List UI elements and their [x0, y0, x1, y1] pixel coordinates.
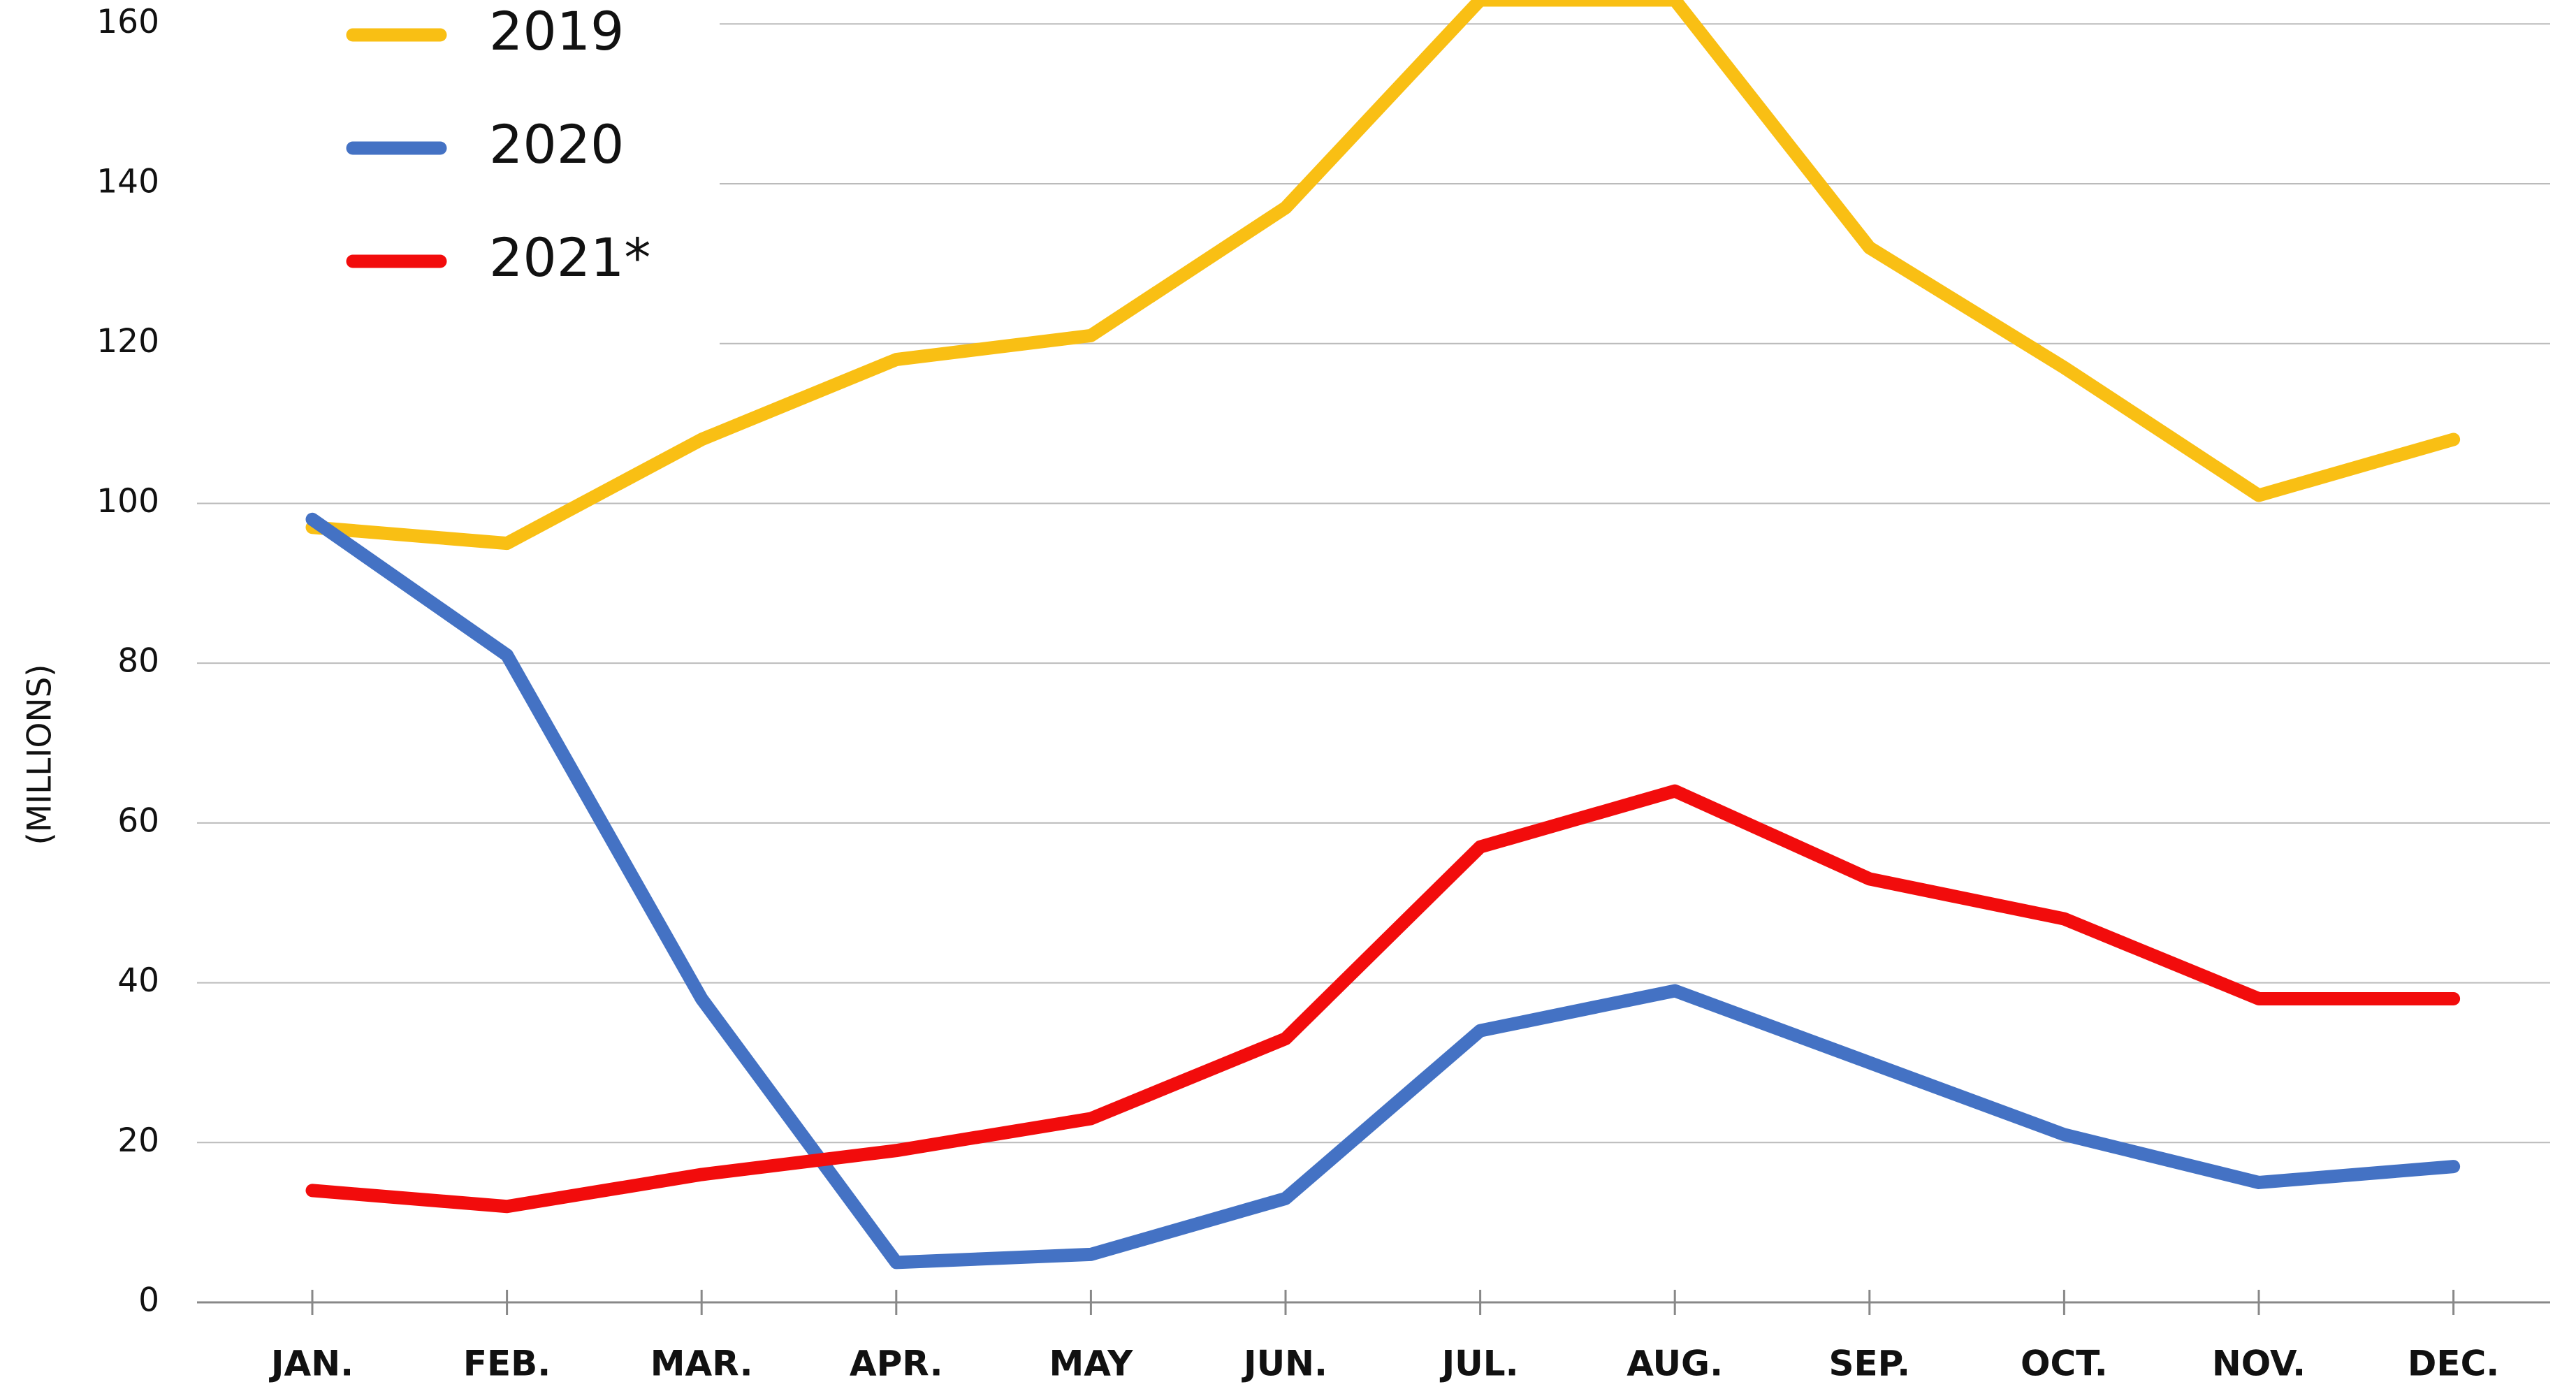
series-line [305, 512, 2461, 1270]
x-tick-label: APR. [850, 1344, 943, 1384]
y-tick-label: 80 [117, 642, 159, 681]
x-tick-label: JUN. [1242, 1344, 1327, 1384]
x-tick-label: NOV. [2212, 1344, 2306, 1384]
y-tick-label: 120 [96, 322, 159, 361]
x-tick-label: OCT. [2021, 1344, 2108, 1384]
x-tick-label: DEC. [2408, 1344, 2499, 1384]
x-tick-label: JUL. [1440, 1344, 1519, 1384]
legend-label: 2021* [489, 226, 650, 289]
legend-label: 2020 [489, 113, 624, 175]
x-tick-label: MAY [1049, 1344, 1133, 1384]
series-line [305, 784, 2461, 1214]
legend-label: 2019 [489, 0, 624, 62]
y-tick-label: 140 [96, 163, 159, 201]
y-tick-label: 100 [96, 482, 159, 521]
x-tick-label: FEB. [463, 1344, 551, 1384]
x-tick-label: JAN. [269, 1344, 354, 1384]
y-tick-label: 20 [117, 1121, 159, 1160]
y-tick-label: 160 [96, 3, 159, 41]
y-tick-label: 0 [138, 1281, 159, 1320]
y-tick-label: 40 [117, 961, 159, 1000]
series-line [305, 0, 2461, 551]
y-axis-label: (MILLIONS) [21, 664, 59, 845]
x-tick-label: AUG. [1627, 1344, 1723, 1384]
x-tick-label: MAR. [650, 1344, 753, 1384]
x-tick-label: SEP. [1828, 1344, 1910, 1384]
y-tick-label: 60 [117, 801, 159, 840]
